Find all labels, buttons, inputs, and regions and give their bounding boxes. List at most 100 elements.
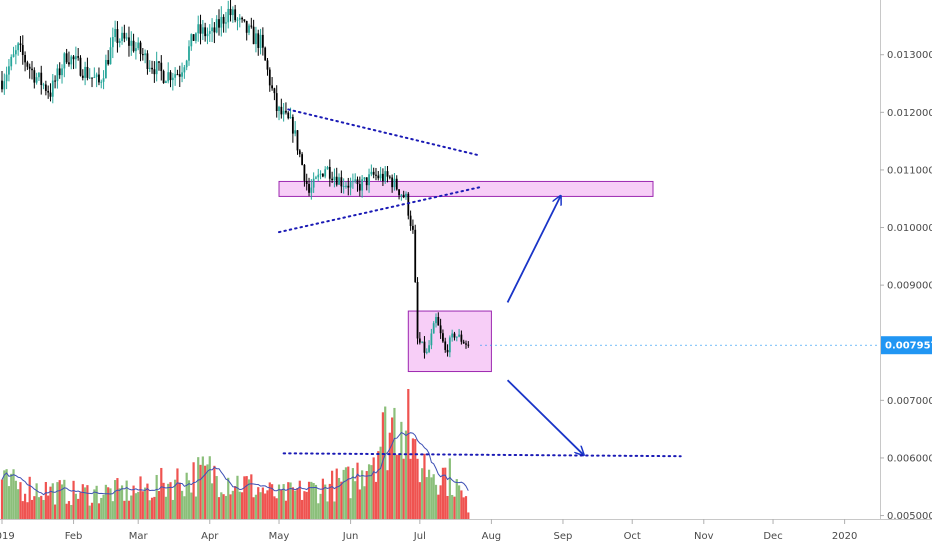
volume-bar [289, 482, 292, 519]
candle-body [17, 43, 20, 51]
candle-body [312, 178, 315, 188]
volume-bar [197, 457, 200, 519]
candle-body [102, 78, 105, 82]
volume-bar [47, 495, 50, 519]
volume-bar [88, 505, 91, 519]
time-tick-label: May [269, 531, 290, 542]
candle-body [195, 33, 197, 41]
candle-body [238, 17, 241, 20]
volume-bar [317, 503, 320, 519]
candle-body [356, 179, 359, 185]
annotation-lines[interactable] [278, 108, 682, 458]
volume-bar [222, 494, 225, 519]
volume-bar [363, 486, 366, 519]
candle-body [61, 68, 63, 76]
volume-bar [229, 494, 232, 519]
candle-body [31, 68, 33, 71]
volume-bar [457, 485, 461, 519]
candle-body [215, 19, 218, 33]
candle-body [12, 54, 15, 57]
candle-body [104, 59, 107, 79]
candle-body [465, 343, 467, 345]
candle-body [368, 174, 370, 186]
volume-bar [370, 465, 373, 519]
candle-body [331, 178, 334, 181]
volume-bar [275, 498, 278, 519]
candle-body [109, 47, 112, 65]
candle-body [68, 62, 70, 65]
volume-bar [146, 483, 149, 519]
candle-body [428, 345, 430, 352]
candle-body [423, 341, 426, 353]
candle-body [319, 173, 322, 175]
volume-bar [10, 473, 13, 519]
candle-body [40, 72, 43, 85]
volume-bar [100, 497, 103, 519]
volume-bar [7, 486, 11, 519]
annotation-horizontal-line[interactable] [282, 452, 682, 458]
candle-body [5, 74, 8, 82]
volume-bar [231, 490, 234, 519]
volume-bar [270, 484, 274, 519]
candle-body [153, 69, 156, 75]
volume-bar [264, 493, 267, 519]
volume-bar [328, 483, 331, 519]
candle-body [236, 19, 239, 21]
candle-body [303, 164, 306, 181]
candle-body [259, 34, 262, 48]
volume-bar [361, 470, 364, 519]
volume-bar [296, 487, 299, 519]
volume-bar [157, 490, 161, 519]
candle-body [414, 229, 417, 283]
volume-bar [141, 491, 144, 519]
volume-bar [148, 500, 151, 519]
candle-body [128, 37, 130, 46]
volume-bar [23, 493, 27, 519]
candle-body [141, 54, 144, 56]
candle-body [199, 24, 202, 34]
candle-body [294, 130, 297, 134]
candle-body [248, 25, 250, 33]
volume-bar [53, 504, 57, 519]
time-tick-label: 2019 [0, 531, 15, 542]
volume-bar [49, 486, 52, 519]
volume-bar [245, 476, 248, 519]
volume-bar [213, 465, 216, 519]
candle-body [197, 24, 200, 34]
candle-body [111, 37, 114, 48]
annotation-trendline[interactable] [278, 186, 481, 234]
volume-bar [79, 492, 82, 519]
candle-body [342, 186, 345, 188]
last-price-label: 0.007957 [885, 341, 932, 352]
last-price-badge: 0.007957 [480, 336, 932, 355]
volume-bar [354, 481, 357, 519]
volume-bar [439, 485, 442, 519]
time-tick-label: Jun [342, 531, 359, 542]
candle-body [268, 69, 271, 86]
annotation-arrow[interactable] [506, 196, 561, 303]
candle-body [455, 336, 458, 338]
candle-body [291, 116, 294, 134]
candle-body [321, 173, 324, 177]
candle-body [65, 53, 68, 63]
volume-bar [273, 496, 276, 519]
annotation-arrow[interactable] [506, 379, 584, 455]
volume-bar [407, 389, 410, 519]
volume-bars [0, 389, 470, 519]
volume-bar [51, 483, 54, 519]
volume-bar [26, 502, 29, 519]
volume-bar [97, 503, 101, 519]
candle-body [349, 182, 352, 188]
annotation-rectangle[interactable] [278, 180, 654, 197]
candle-body [167, 72, 170, 82]
annotation-trendline[interactable] [287, 108, 481, 157]
volume-bar [347, 466, 350, 519]
volume-bar [153, 496, 156, 519]
candle-body [462, 341, 465, 344]
price-tick-label: 0.013000 [887, 50, 932, 61]
volume-bar [250, 474, 253, 519]
volume-bar [162, 482, 165, 519]
candle-body [338, 177, 340, 185]
